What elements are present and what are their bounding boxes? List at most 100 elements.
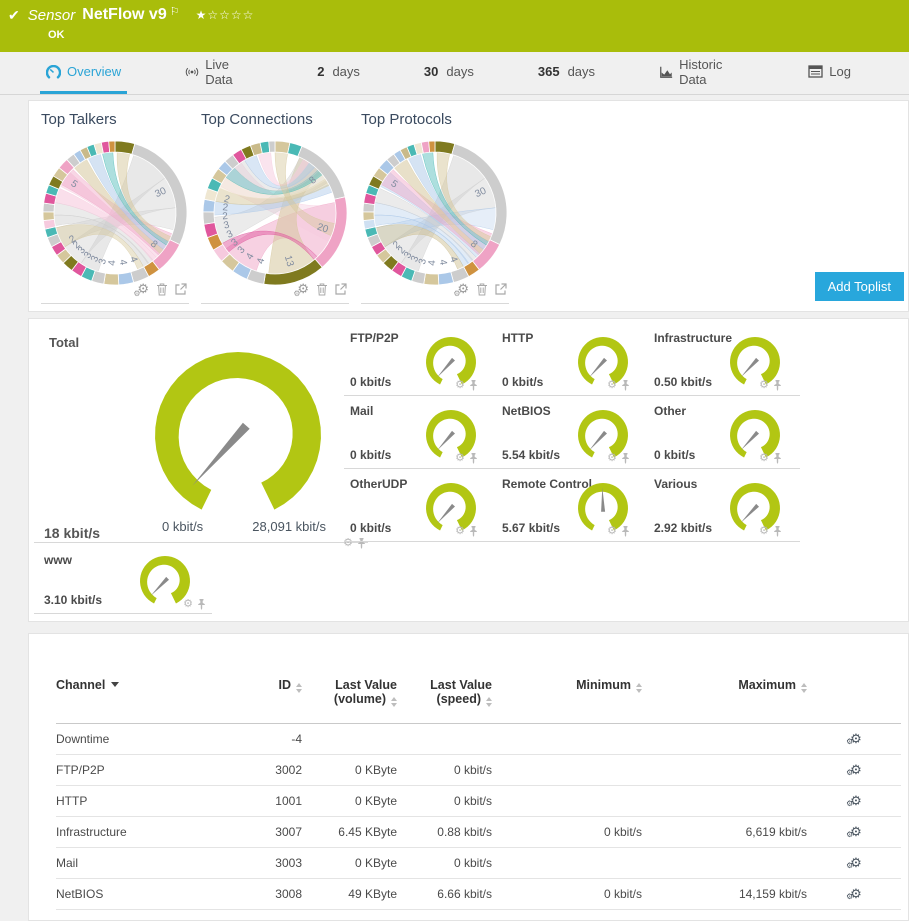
- delete-icon[interactable]: [156, 283, 168, 296]
- tab-2-days[interactable]: 2 days: [311, 52, 366, 94]
- channel-id: 3003: [226, 847, 306, 879]
- table-row[interactable]: Mail 3003 0 KByte 0 kbit/s ⚙ ⚙: [56, 847, 901, 879]
- gears-icon[interactable]: ⚙ ⚙: [293, 281, 309, 298]
- tab-365-days[interactable]: 365 days: [532, 52, 601, 94]
- gauge-value: 0 kbit/s: [502, 375, 544, 389]
- tab-historic-data[interactable]: Historic Data: [653, 52, 750, 94]
- table-row[interactable]: FTP/P2P 3002 0 KByte 0 kbit/s ⚙ ⚙: [56, 754, 901, 786]
- sort-icon: [391, 697, 397, 707]
- tab-log[interactable]: Log: [802, 52, 857, 94]
- gear-icon[interactable]: ⚙: [759, 379, 769, 391]
- pin-icon[interactable]: [357, 538, 366, 549]
- pin-icon[interactable]: [197, 599, 206, 610]
- tab-number: 365: [537, 64, 560, 79]
- gear-icon[interactable]: ⚙: [607, 452, 617, 464]
- gears-icon[interactable]: ⚙ ⚙: [846, 886, 862, 901]
- gear-icon[interactable]: ⚙: [183, 598, 193, 610]
- open-icon[interactable]: [495, 283, 507, 295]
- pin-icon[interactable]: [773, 526, 782, 537]
- gears-icon[interactable]: ⚙ ⚙: [846, 762, 862, 777]
- channel-id: 3007: [226, 816, 306, 848]
- channel-name: HTTP: [56, 785, 226, 817]
- pin-icon[interactable]: [621, 453, 630, 464]
- pin-icon[interactable]: [469, 380, 478, 391]
- gear-icon[interactable]: ⚙: [607, 525, 617, 537]
- pin-icon[interactable]: [621, 380, 630, 391]
- gear-icon[interactable]: ⚙: [759, 452, 769, 464]
- gear-icon[interactable]: ⚙: [607, 379, 617, 391]
- tab-number: 30: [423, 64, 439, 79]
- live-icon: [186, 67, 199, 76]
- gauge-label: Total: [49, 335, 80, 350]
- last-value-volume: 49 KByte: [306, 878, 401, 910]
- table-row[interactable]: Infrastructure 3007 6.45 KByte 0.88 kbit/s 0…: [56, 816, 901, 848]
- column-header-minimum[interactable]: Minimum: [496, 670, 646, 724]
- channel-id: 1001: [226, 785, 306, 817]
- gear-icon[interactable]: ⚙: [455, 525, 465, 537]
- gears-icon[interactable]: ⚙ ⚙: [846, 793, 862, 808]
- gauge-icon: [46, 64, 61, 79]
- gauge-total: Total 0 kbit/s 28,091 kbit/s 18 kbit/s ⚙: [34, 327, 368, 549]
- gauge-value: 2.92 kbit/s: [654, 521, 713, 535]
- column-header-last-value-volume-[interactable]: Last Value (volume): [306, 670, 401, 724]
- gear-icon[interactable]: ⚙: [455, 452, 465, 464]
- maximum: [646, 847, 811, 879]
- add-toplist-button[interactable]: Add Toplist: [814, 272, 904, 301]
- tab-overview[interactable]: Overview: [40, 52, 128, 94]
- flag-icon[interactable]: ⚐: [169, 5, 180, 18]
- tab-live-data[interactable]: Live Data: [179, 52, 259, 94]
- pin-icon[interactable]: [773, 453, 782, 464]
- column-header-last-value-speed-[interactable]: Last Value (speed): [401, 670, 496, 724]
- sensor-title: NetFlow v9: [82, 6, 167, 23]
- svg-text:2: 2: [396, 244, 408, 256]
- pin-icon[interactable]: [773, 380, 782, 391]
- delete-icon[interactable]: [476, 283, 488, 296]
- minimum: [496, 785, 646, 817]
- sort-desc-icon: [111, 682, 120, 687]
- table-row[interactable]: NetBIOS 3008 49 KByte 6.66 kbit/s 0 kbit/s 14…: [56, 878, 901, 910]
- pin-icon[interactable]: [469, 526, 478, 537]
- tab-30-days[interactable]: 30 days: [418, 52, 480, 94]
- pin-icon[interactable]: [621, 526, 630, 537]
- svg-text:3: 3: [225, 228, 235, 241]
- table-row[interactable]: HTTP 1001 0 KByte 0 kbit/s ⚙ ⚙: [56, 785, 901, 817]
- gear-icon[interactable]: ⚙: [455, 379, 465, 391]
- gear-icon[interactable]: ⚙: [343, 537, 353, 549]
- open-icon[interactable]: [175, 283, 187, 295]
- gauge-various: Various 2.92 kbit/s ⚙: [648, 469, 800, 542]
- column-header-maximum[interactable]: Maximum: [646, 670, 811, 724]
- column-header-actions: [811, 670, 901, 724]
- svg-text:3: 3: [89, 254, 101, 264]
- pin-icon[interactable]: [469, 453, 478, 464]
- gauge-dial: [578, 410, 628, 458]
- sort-icon: [636, 683, 642, 693]
- status-badge: OK: [48, 29, 65, 41]
- gauge-value: 5.67 kbit/s: [502, 521, 561, 535]
- svg-text:2: 2: [391, 239, 403, 251]
- svg-text:4: 4: [447, 255, 459, 265]
- gears-icon[interactable]: ⚙ ⚙: [846, 855, 862, 870]
- gauge-netbios: NetBIOS 5.54 kbit/s ⚙: [496, 396, 648, 469]
- column-header-channel[interactable]: Channel: [56, 670, 226, 724]
- toplists-panel: Top Talkers 30 8 4 4 4 3 3 3 3 2 2 5 ⚙ ⚙ Top Connection…: [28, 100, 909, 312]
- gears-icon[interactable]: ⚙ ⚙: [846, 731, 862, 746]
- delete-icon[interactable]: [316, 283, 328, 296]
- star-rating[interactable]: ★☆☆☆☆: [195, 8, 255, 22]
- gears-icon[interactable]: ⚙ ⚙: [453, 281, 469, 298]
- open-icon[interactable]: [335, 283, 347, 295]
- svg-text:2: 2: [222, 211, 229, 222]
- minimum: 0 kbit/s: [496, 816, 646, 848]
- gauge-label: NetBIOS: [502, 404, 551, 418]
- gauge-dial: [426, 410, 476, 458]
- svg-text:2: 2: [71, 239, 83, 251]
- gauge-dial: [426, 337, 476, 385]
- minimum: [496, 723, 646, 755]
- tab-label: days: [446, 64, 474, 79]
- table-row[interactable]: Downtime -4 ⚙ ⚙: [56, 723, 901, 755]
- column-header-id[interactable]: ID: [226, 670, 306, 724]
- gears-icon[interactable]: ⚙ ⚙: [846, 824, 862, 839]
- gear-icon[interactable]: ⚙: [759, 525, 769, 537]
- gauge-value: 3.10 kbit/s: [44, 593, 103, 607]
- gears-icon[interactable]: ⚙ ⚙: [133, 281, 149, 298]
